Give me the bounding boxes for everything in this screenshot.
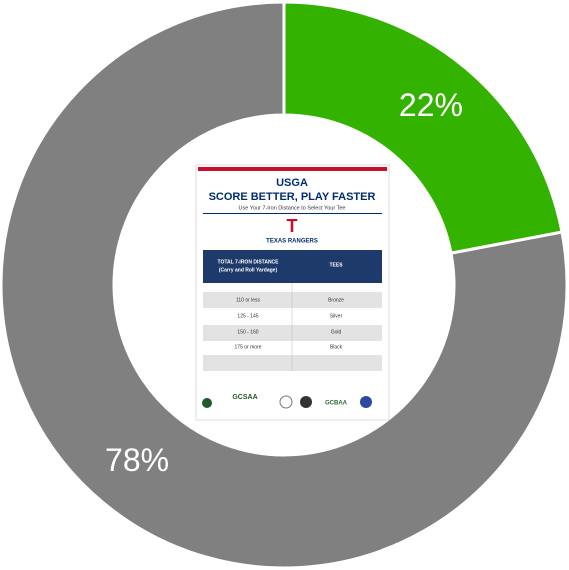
table-cell: Black (330, 344, 343, 350)
table-cell: 150 - 160 (237, 329, 258, 335)
poster-logo-icon (202, 398, 212, 408)
table-row (203, 292, 382, 308)
table-cell: Gold (331, 329, 342, 335)
table-header-cell: TEES (329, 262, 343, 268)
table-header-cell: TOTAL 7-IRON DISTANCE (217, 259, 279, 265)
poster-logo: T (287, 216, 298, 236)
table-cell: 175 or more (235, 344, 262, 350)
poster-logo-text: GCBAA (325, 401, 348, 407)
table-cell: 110 or less (236, 297, 261, 303)
data-label: 22% (399, 87, 463, 123)
donut-segment (282, 0, 564, 255)
poster-subtitle: Use Your 7-Iron Distance to Select Your … (239, 205, 346, 211)
table-header-cell: (Carry and Roll Yardage) (219, 267, 278, 273)
poster-club: TEXAS RANGERS (266, 239, 318, 245)
table-cell: 125 - 145 (237, 313, 258, 319)
table-header (203, 250, 382, 283)
data-label: 78% (105, 442, 169, 478)
table-cell: Bronze (328, 297, 344, 303)
table-cell: Silver (330, 313, 343, 319)
poster-logo-icon (279, 395, 293, 409)
poster-logo-text: GCSAA (232, 394, 257, 401)
poster-rule (203, 213, 382, 214)
poster-brand: USGA (276, 177, 308, 189)
table-row (203, 325, 382, 341)
poster: USGA SCORE BETTER, PLAY FASTER Use Your … (195, 164, 390, 421)
poster-bar (198, 167, 387, 171)
poster-logo-icon (300, 396, 312, 408)
poster-logo-icon (360, 396, 372, 408)
poster-title: SCORE BETTER, PLAY FASTER (209, 191, 376, 203)
table-row (203, 355, 382, 371)
